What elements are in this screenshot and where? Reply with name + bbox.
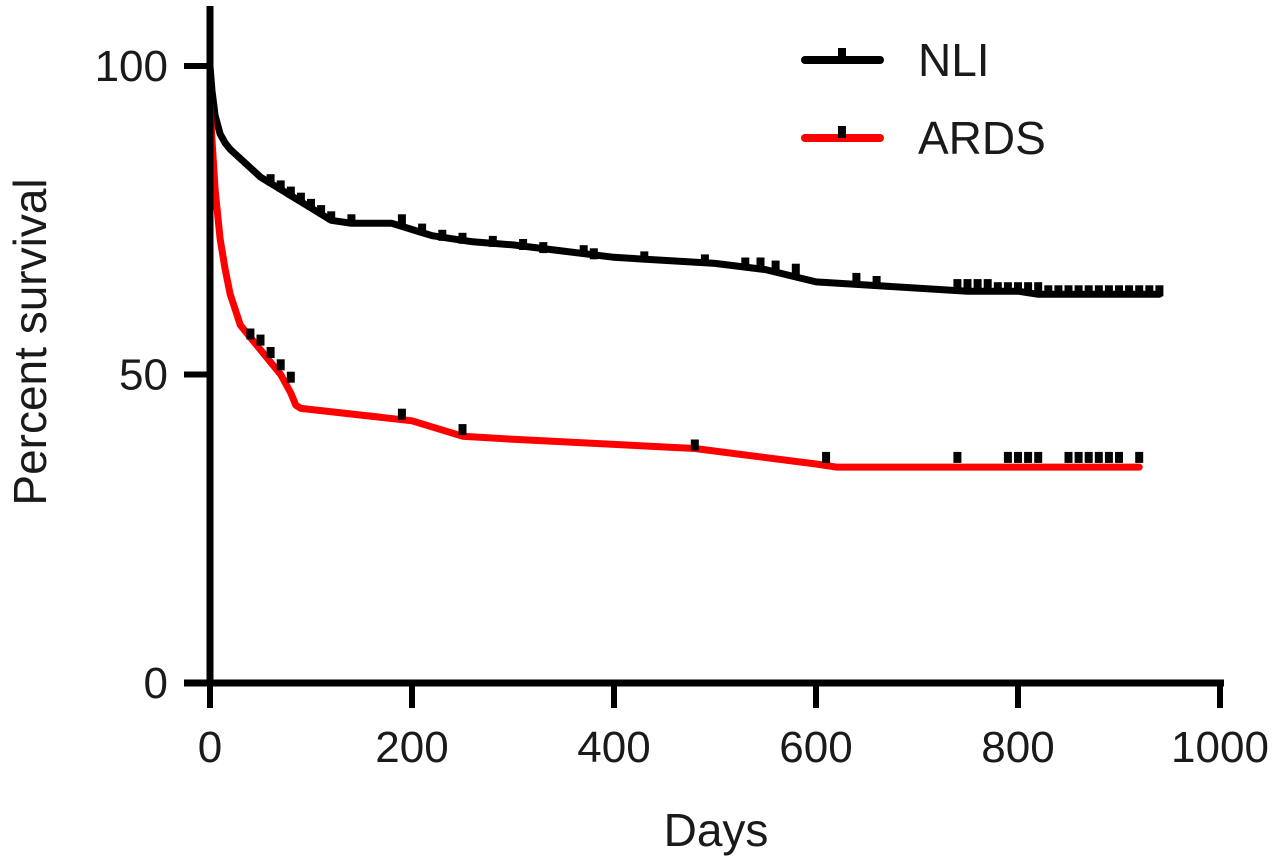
x-tick-label-800: 800: [981, 723, 1054, 772]
censor-mark-ards: [397, 408, 406, 420]
censor-mark-nli: [266, 174, 275, 186]
censor-mark-nli: [1084, 285, 1093, 297]
censor-mark-nli: [1003, 282, 1012, 294]
censor-mark-ards: [256, 334, 265, 346]
censor-mark-nli: [963, 279, 972, 291]
y-tick-label-50: 50: [119, 351, 168, 400]
censor-mark-nli: [1115, 285, 1123, 297]
y-axis-title: Percent survival: [4, 178, 56, 505]
censor-mark-nli: [1034, 282, 1043, 294]
x-tick-label-0: 0: [198, 723, 222, 772]
censor-mark-nli: [458, 232, 467, 244]
censor-mark-nli: [700, 254, 709, 266]
censor-mark-nli: [286, 186, 295, 198]
y-tick-label-100: 100: [95, 42, 168, 91]
censor-mark-nli: [741, 257, 750, 269]
censor-mark-nli: [771, 260, 780, 272]
censor-mark-nli: [347, 214, 356, 226]
censor-mark-nli: [488, 235, 497, 247]
censor-mark-ards: [1094, 451, 1103, 463]
x-tick-label-400: 400: [577, 723, 650, 772]
censor-mark-ards: [246, 328, 255, 340]
censor-mark-ards: [1084, 451, 1093, 463]
censor-mark-ards: [690, 439, 699, 451]
censor-mark-ards: [1024, 451, 1033, 463]
censor-mark-ards: [953, 451, 962, 463]
censor-mark-ards: [1014, 451, 1022, 463]
legend-label-ards: ARDS: [918, 112, 1046, 164]
censor-mark-ards: [1034, 451, 1043, 463]
censor-mark-nli: [438, 229, 447, 241]
censor-mark-nli: [519, 239, 528, 250]
censor-mark-nli: [983, 279, 992, 291]
censor-mark-ards: [286, 371, 295, 383]
ticks-layer: 0 200 400 600 800 1000 0 50 100: [95, 42, 1269, 772]
x-tick-label-600: 600: [779, 723, 852, 772]
censor-mark-ards: [276, 359, 285, 371]
censor-mark-ards: [822, 451, 831, 463]
series-line-ards: [206, 99, 1143, 471]
censor-mark-nli: [872, 276, 881, 287]
series-layer: [206, 62, 1164, 471]
censor-mark-nli: [756, 257, 765, 269]
censor-mark-nli: [1014, 282, 1022, 294]
censor-mark-nli: [973, 279, 982, 291]
censor-mark-nli: [1145, 285, 1154, 297]
censor-mark-ards: [1003, 451, 1012, 463]
censor-mark-nli: [1135, 285, 1144, 297]
censor-mark-ards: [266, 347, 275, 358]
censor-mark-ards: [1074, 451, 1083, 463]
censor-mark-nli: [1044, 285, 1053, 297]
legend-censor-ards: [838, 126, 846, 138]
censor-mark-nli: [1155, 285, 1164, 297]
censor-mark-nli: [640, 251, 649, 263]
legend: NLI ARDS: [801, 34, 1046, 164]
censor-mark-nli: [1024, 282, 1033, 294]
censor-mark-nli: [1074, 285, 1083, 297]
y-tick-label-0: 0: [144, 659, 168, 708]
censor-mark-ards: [458, 424, 467, 436]
censor-mark-ards: [1115, 451, 1123, 463]
axes-layer: [184, 6, 1224, 687]
censor-mark-nli: [791, 263, 800, 275]
censor-mark-nli: [1104, 285, 1113, 297]
censor-mark-nli: [296, 192, 305, 204]
x-axis-title: Days: [664, 804, 769, 856]
censor-mark-nli: [539, 242, 548, 254]
censor-mark-nli: [1094, 285, 1103, 297]
censor-mark-ards: [1135, 451, 1144, 463]
censor-mark-nli: [579, 245, 588, 257]
censor-mark-nli: [418, 223, 427, 235]
censor-mark-nli: [317, 205, 326, 217]
censor-mark-nli: [397, 214, 406, 226]
censor-marks-nli: [266, 174, 1164, 297]
series-line-nli: [206, 62, 1163, 298]
censor-marks-ards: [246, 328, 1144, 463]
censor-mark-nli: [993, 282, 1002, 294]
censor-mark-nli: [953, 279, 962, 291]
censor-mark-nli: [307, 198, 315, 210]
censor-mark-nli: [1064, 285, 1073, 297]
censor-mark-nli: [1125, 285, 1134, 297]
censor-mark-nli: [276, 180, 285, 192]
censor-mark-nli: [327, 211, 336, 223]
x-tick-label-1000: 1000: [1171, 723, 1269, 772]
legend-censor-nli: [838, 48, 846, 60]
x-tick-label-200: 200: [375, 723, 448, 772]
censor-mark-ards: [1104, 451, 1113, 463]
censor-mark-nli: [1054, 285, 1063, 297]
censor-mark-nli: [589, 248, 598, 260]
legend-label-nli: NLI: [918, 34, 990, 86]
censor-mark-ards: [1064, 451, 1073, 463]
censor-mark-nli: [852, 272, 861, 284]
